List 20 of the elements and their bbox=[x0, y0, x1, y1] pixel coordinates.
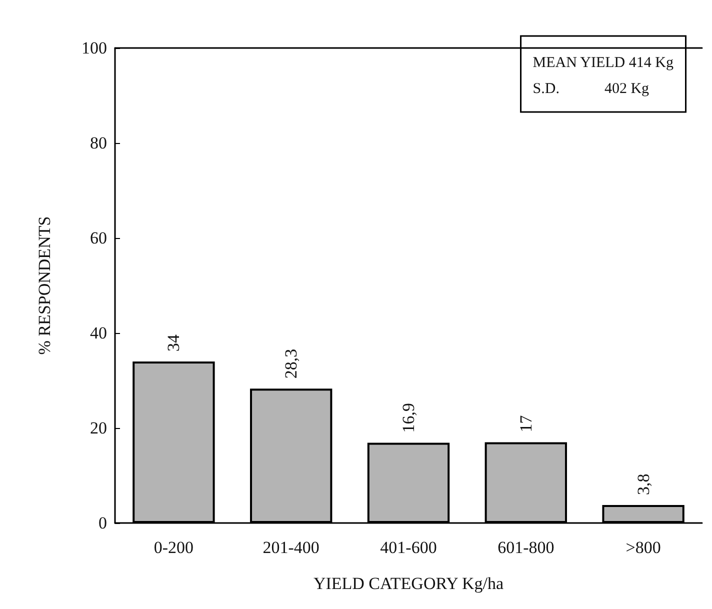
y-tick-label: 80 bbox=[90, 134, 107, 152]
x-tick-label: 601-800 bbox=[498, 538, 554, 557]
data-label: 3,8 bbox=[634, 474, 653, 495]
x-tick-label: 201-400 bbox=[262, 538, 320, 557]
data-label: 34 bbox=[164, 334, 184, 352]
y-tick-label: 0 bbox=[98, 514, 107, 532]
y-tick-label: 60 bbox=[90, 228, 107, 248]
annotation: MEAN YIELD 414 Kg bbox=[532, 55, 674, 71]
x-tick-label: 401-600 bbox=[380, 538, 437, 557]
data-label: 16,9 bbox=[399, 402, 418, 433]
x-tick-label: >800 bbox=[626, 538, 661, 557]
x-axis-title: YIELD CATEGORY Kg/ha bbox=[313, 574, 504, 593]
y-axis-title: % RESPONDENTS bbox=[35, 216, 54, 355]
y-tick-label: 40 bbox=[90, 324, 107, 342]
data-label: 17 bbox=[516, 414, 536, 432]
x-tick-label: 0-200 bbox=[154, 538, 194, 557]
data-label: 28,3 bbox=[282, 348, 301, 379]
y-tick-label: 100 bbox=[82, 38, 107, 58]
y-tick-label: 20 bbox=[90, 418, 107, 438]
annotation: S.D. 402 Kg bbox=[532, 81, 650, 97]
